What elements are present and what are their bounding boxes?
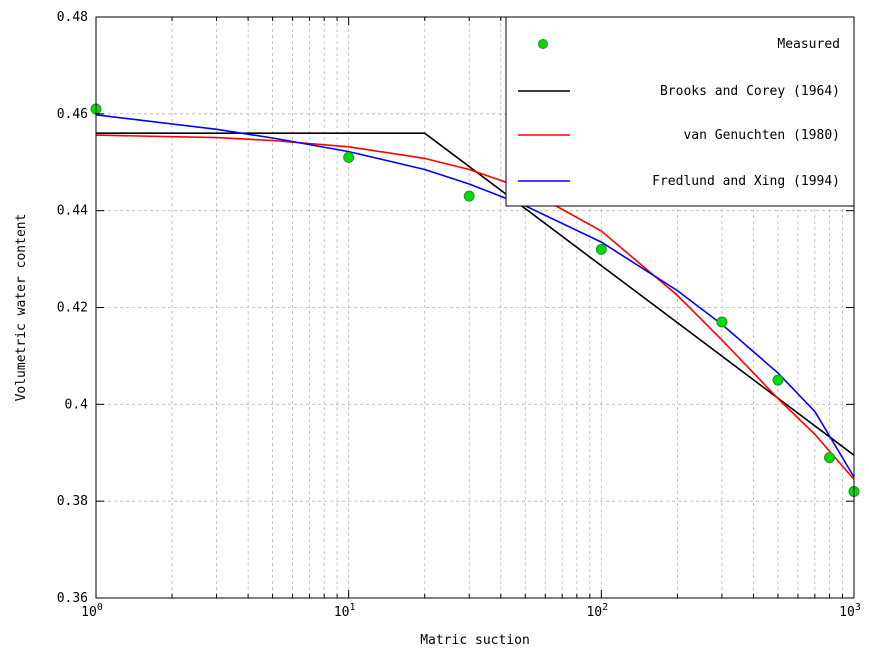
x-tick-label: 103 [839, 602, 861, 620]
legend: Measured Brooks and Corey (1964) van Genuc… [505, 16, 855, 207]
x-tick-base: 10 [81, 605, 97, 620]
y-tick-label: 0.42 [57, 301, 88, 316]
x-tick-exponent: 1 [349, 602, 355, 613]
y-tick-label: 0.46 [57, 107, 88, 122]
x-tick-base: 10 [839, 605, 855, 620]
legend-box [505, 16, 855, 207]
legend-label: Fredlund and Xing (1994) [652, 174, 840, 189]
series-line-brooks-and-corey-1964 [96, 132, 855, 456]
legend-label: Brooks and Corey (1964) [660, 84, 840, 99]
x-tick-exponent: 3 [855, 602, 861, 613]
y-tick-label: 0.48 [57, 10, 88, 25]
x-tick-label: 102 [586, 602, 608, 620]
x-tick-label: 101 [334, 602, 356, 620]
x-axis-label: Matric suction [420, 633, 530, 648]
data-point-measured [772, 374, 784, 386]
x-tick-label: 100 [81, 602, 103, 620]
data-point-measured [463, 190, 475, 202]
x-tick-exponent: 2 [602, 602, 608, 613]
data-point-measured [595, 243, 607, 255]
y-tick-label: 0.44 [57, 204, 88, 219]
x-tick-base: 10 [586, 605, 602, 620]
x-tick-base: 10 [334, 605, 350, 620]
data-point-measured [716, 316, 728, 328]
y-tick-label: 0.36 [57, 591, 88, 606]
y-tick-label: 0.4 [65, 397, 89, 412]
x-tick-exponent: 0 [97, 602, 103, 613]
y-tick-label: 0.38 [57, 494, 88, 509]
legend-label: Measured [777, 37, 840, 52]
data-point-measured [824, 452, 836, 464]
y-axis-label: Volumetric water content [14, 214, 29, 402]
data-point-measured [343, 151, 355, 163]
legend-marker-measured [538, 39, 548, 49]
legend-label: van Genuchten (1980) [683, 128, 840, 143]
